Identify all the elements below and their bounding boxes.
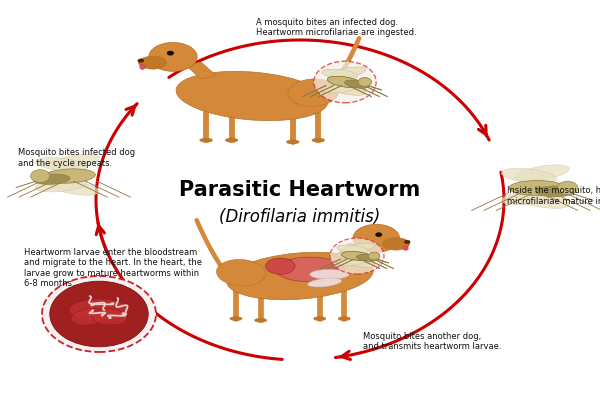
Polygon shape <box>186 62 216 79</box>
Ellipse shape <box>308 278 341 287</box>
Circle shape <box>50 281 148 347</box>
Ellipse shape <box>338 317 350 321</box>
Ellipse shape <box>344 243 375 252</box>
Ellipse shape <box>91 309 127 325</box>
Ellipse shape <box>341 252 373 260</box>
Ellipse shape <box>266 258 295 274</box>
Circle shape <box>557 181 578 195</box>
Ellipse shape <box>275 257 344 282</box>
Ellipse shape <box>344 258 375 267</box>
Ellipse shape <box>322 69 358 79</box>
Ellipse shape <box>48 154 100 170</box>
Ellipse shape <box>344 80 369 88</box>
Ellipse shape <box>344 258 375 267</box>
Ellipse shape <box>225 138 238 142</box>
Circle shape <box>167 51 174 56</box>
Ellipse shape <box>328 76 362 88</box>
Ellipse shape <box>322 83 358 93</box>
Circle shape <box>42 276 156 352</box>
Ellipse shape <box>382 238 409 250</box>
Ellipse shape <box>536 186 575 197</box>
Circle shape <box>31 170 50 182</box>
Ellipse shape <box>331 85 366 95</box>
Ellipse shape <box>227 252 373 300</box>
Ellipse shape <box>48 180 100 195</box>
Ellipse shape <box>337 245 368 253</box>
Circle shape <box>314 61 376 103</box>
Ellipse shape <box>230 317 242 321</box>
Ellipse shape <box>312 138 325 142</box>
Text: Parasitic Heartworm: Parasitic Heartworm <box>179 180 421 200</box>
Circle shape <box>368 252 380 260</box>
Ellipse shape <box>515 165 569 181</box>
Ellipse shape <box>362 233 383 251</box>
Ellipse shape <box>310 270 349 279</box>
Ellipse shape <box>138 59 144 62</box>
Ellipse shape <box>43 169 95 183</box>
Ellipse shape <box>200 138 212 142</box>
Ellipse shape <box>35 178 88 192</box>
Ellipse shape <box>288 79 338 106</box>
Ellipse shape <box>331 67 366 78</box>
Ellipse shape <box>35 158 88 172</box>
Ellipse shape <box>501 168 557 183</box>
Ellipse shape <box>34 174 70 184</box>
Ellipse shape <box>286 140 299 144</box>
Ellipse shape <box>71 308 106 325</box>
Ellipse shape <box>356 255 378 261</box>
Ellipse shape <box>328 76 362 88</box>
Circle shape <box>330 238 384 274</box>
Ellipse shape <box>166 52 187 70</box>
Text: Inside the mosquito, heartworm
microfilariae mature into larvae.: Inside the mosquito, heartworm microfila… <box>507 186 600 206</box>
Text: Mosquito bites another dog,
and transmits heartworm larvae.: Mosquito bites another dog, and transmit… <box>363 332 501 351</box>
Ellipse shape <box>515 192 569 208</box>
Ellipse shape <box>314 317 326 321</box>
Ellipse shape <box>69 299 129 321</box>
Ellipse shape <box>509 180 565 196</box>
Ellipse shape <box>176 71 328 121</box>
Ellipse shape <box>337 257 368 266</box>
Ellipse shape <box>353 224 400 252</box>
Ellipse shape <box>341 252 373 260</box>
Circle shape <box>368 252 380 260</box>
Text: Heartworm larvae enter the bloodstream
and migrate to the heart. In the heart, t: Heartworm larvae enter the bloodstream a… <box>24 248 202 288</box>
Ellipse shape <box>403 246 408 250</box>
Ellipse shape <box>331 67 366 78</box>
Ellipse shape <box>254 318 267 322</box>
Ellipse shape <box>337 257 368 266</box>
Ellipse shape <box>331 85 366 95</box>
Text: (Dirofilaria immitis): (Dirofilaria immitis) <box>220 208 380 226</box>
Ellipse shape <box>344 80 369 88</box>
Ellipse shape <box>404 240 410 244</box>
Ellipse shape <box>501 190 557 205</box>
Ellipse shape <box>139 56 167 69</box>
Ellipse shape <box>140 65 145 70</box>
Ellipse shape <box>322 83 358 93</box>
Text: A mosquito bites an infected dog.
Heartworm microfilariae are ingested.: A mosquito bites an infected dog. Heartw… <box>256 18 416 37</box>
Text: Mosquito bites infected dog
and the cycle repeats.: Mosquito bites infected dog and the cycl… <box>18 148 135 168</box>
Circle shape <box>375 232 382 237</box>
Ellipse shape <box>322 69 358 79</box>
Ellipse shape <box>344 243 375 252</box>
Circle shape <box>358 78 371 86</box>
Circle shape <box>358 78 371 86</box>
Ellipse shape <box>337 245 368 253</box>
Ellipse shape <box>356 255 378 261</box>
Polygon shape <box>334 243 364 260</box>
Ellipse shape <box>217 260 265 286</box>
Ellipse shape <box>149 42 197 71</box>
